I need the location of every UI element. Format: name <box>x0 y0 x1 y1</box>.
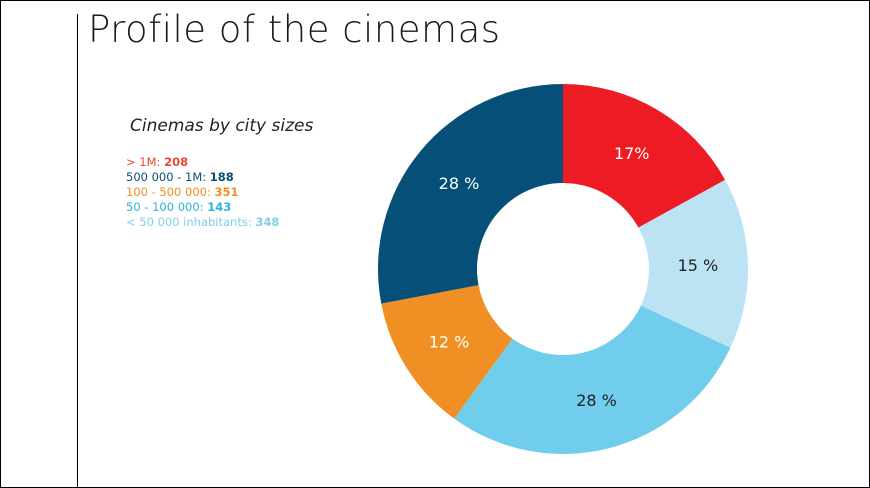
donut-slice <box>454 305 731 454</box>
slice-label: 17% <box>614 144 650 163</box>
donut-slice <box>381 285 513 419</box>
legend-item-value: 208 <box>164 155 189 169</box>
legend-item-label: 50 - 100 000: <box>126 200 208 214</box>
legend-item-value: 143 <box>207 200 232 214</box>
legend-item-label: 500 000 - 1M: <box>126 170 210 184</box>
slice-label: 12 % <box>429 332 470 351</box>
legend-rows: > 1M: 208 500 000 - 1M: 188 100 - 500 000:… <box>126 155 313 230</box>
donut-slice <box>377 84 563 304</box>
chart-title: Profile of the cinemas <box>88 8 501 51</box>
legend-item-label: < 50 000 inhabitants: <box>126 215 256 229</box>
left-divider <box>77 14 78 488</box>
slice-label: 15 % <box>678 256 719 275</box>
donut-slice <box>638 179 749 348</box>
legend-title: Cinemas by city sizes <box>130 116 314 136</box>
legend-item: 50 - 100 000: 143 <box>126 200 313 215</box>
legend-item: < 50 000 inhabitants: 348 <box>126 215 313 230</box>
legend-item: 500 000 - 1M: 188 <box>126 170 313 185</box>
legend-item: > 1M: 208 <box>126 155 313 170</box>
legend-item-label: > 1M: <box>126 155 165 169</box>
legend-item-value: 188 <box>209 170 234 184</box>
legend-item-value: 351 <box>214 185 239 199</box>
legend: Cinemas by city sizes > 1M: 208 500 000 -… <box>126 116 313 230</box>
legend-item-value: 348 <box>255 215 280 229</box>
slice-label: 28 % <box>576 391 617 410</box>
donut-slice <box>563 84 726 228</box>
legend-item-label: 100 - 500 000: <box>126 185 215 199</box>
legend-item: 100 - 500 000: 351 <box>126 185 313 200</box>
slice-label: 28 % <box>439 174 480 193</box>
